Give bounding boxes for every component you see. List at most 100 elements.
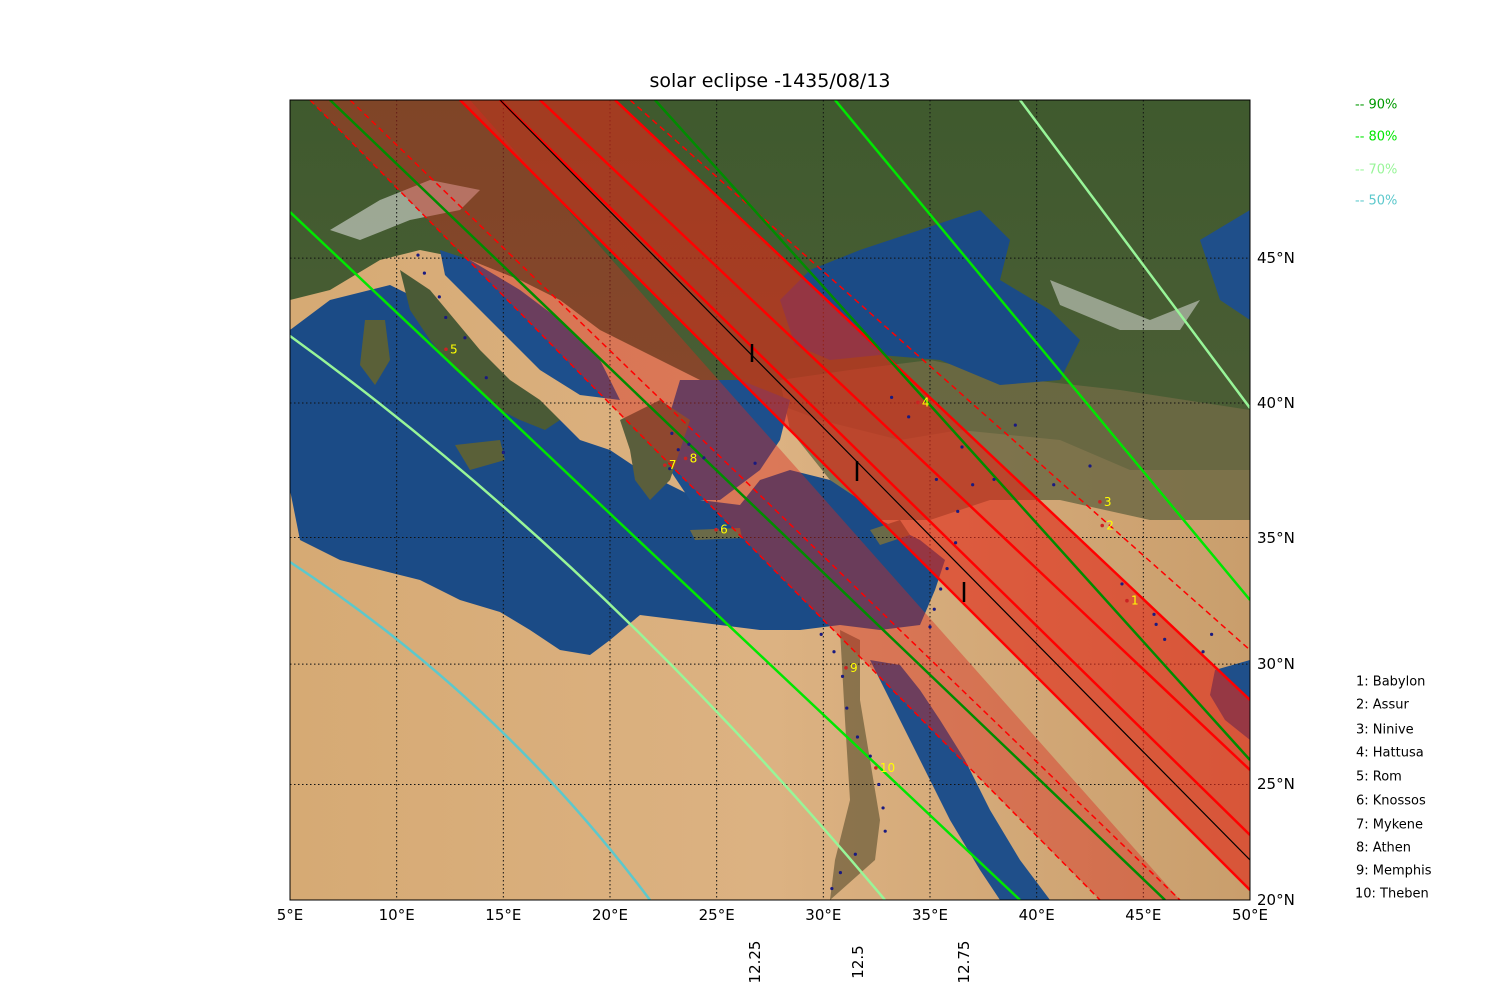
site-legend-4: 4: Hattusa: [1356, 745, 1424, 761]
map-title: solar eclipse -1435/08/13: [649, 70, 891, 92]
town-dot: [702, 456, 706, 460]
site-dot: [916, 400, 920, 405]
site-dot: [1125, 598, 1129, 603]
site-dot: [683, 456, 688, 461]
site-number-10: 10: [880, 761, 895, 775]
band-edge-south-solid: [459, 100, 1250, 891]
town-dot: [907, 415, 911, 419]
caspian-sea: [1200, 210, 1250, 320]
map-area: 1 2 3 4 5 6 7 8 9 10: [290, 100, 1250, 900]
town-dot: [1120, 582, 1124, 586]
site-number-9: 9: [850, 661, 858, 675]
town-dot: [845, 706, 849, 710]
town-dot: [971, 483, 975, 487]
town-dot: [954, 541, 958, 545]
site-number-6: 6: [720, 523, 728, 537]
line-90-south: [329, 100, 1166, 900]
alps-snow: [330, 180, 480, 240]
site-number-7: 7: [669, 458, 677, 472]
town-dot: [1163, 637, 1167, 641]
italy: [400, 270, 560, 430]
town-dot: [956, 509, 960, 513]
penumbra-band: [310, 100, 1180, 900]
town-dot: [1088, 464, 1092, 468]
lon-tick-label: 35°E: [911, 906, 949, 924]
town-dots: [416, 253, 1214, 891]
town-dot: [753, 461, 757, 465]
crete: [690, 528, 742, 540]
time-tick-label: 12.25: [746, 940, 764, 984]
line-80-south: [290, 211, 1021, 900]
site-dot: [874, 766, 878, 770]
town-dot: [932, 607, 936, 611]
site-legend-1: 1: Babylon: [1356, 674, 1426, 690]
lon-tick-label: 50°E: [1231, 906, 1269, 924]
map-border: [289, 99, 1251, 901]
site-legend-8: 8: Athen: [1356, 840, 1412, 856]
town-dot: [960, 445, 964, 449]
site-legend-5: 5: Rom: [1356, 769, 1402, 785]
site-labels: 1 2 3 4 5 6 7 8 9 10: [444, 342, 1139, 775]
site-number-4: 4: [922, 395, 930, 409]
band-edge-north-solid: [614, 100, 1250, 701]
lon-tick-label: 5°E: [276, 906, 304, 924]
lon-tick-label: 10°E: [378, 906, 415, 924]
town-dot: [992, 477, 996, 482]
aegean-sea: [665, 380, 790, 500]
town-dot: [1154, 622, 1158, 626]
legend-70: -- 70%: [1355, 162, 1398, 178]
town-dot: [668, 467, 672, 471]
town-dot: [463, 336, 467, 340]
line-80-north: [834, 100, 1250, 601]
town-dot: [416, 253, 420, 257]
town-dot: [838, 871, 843, 875]
site-dot: [663, 463, 667, 467]
site-dot: [714, 527, 718, 532]
town-dot: [484, 376, 488, 380]
lon-tick-label: 45°E: [1125, 906, 1162, 924]
line-50-south: [290, 560, 651, 900]
lon-tick-label: 40°E: [1018, 906, 1055, 924]
site-dot: [844, 666, 848, 670]
band-edge-dashed-3: [349, 100, 1181, 900]
site-dot: [1098, 499, 1102, 504]
sardinia: [360, 320, 390, 385]
lon-tick-label: 30°E: [805, 906, 842, 924]
red-sea: [870, 660, 1050, 900]
town-dot: [855, 735, 860, 739]
town-dot: [676, 448, 680, 452]
town-dot: [830, 887, 834, 891]
legend-50: -- 50%: [1355, 193, 1398, 209]
town-dot: [1201, 650, 1205, 654]
lat-tick-label: 35°N: [1257, 528, 1295, 547]
town-dot: [422, 271, 426, 275]
sicily: [455, 440, 505, 470]
town-dot: [868, 754, 872, 758]
lon-tick-label: 25°E: [698, 906, 735, 924]
site-number-3: 3: [1104, 495, 1112, 509]
site-dot: [1100, 523, 1105, 528]
town-dot: [883, 829, 887, 833]
site-legend-10: 10: Theben: [1355, 886, 1429, 902]
town-dot: [719, 528, 723, 532]
town-dot: [819, 632, 823, 636]
town-dot: [1013, 423, 1017, 427]
site-legend-7: 7: Mykene: [1356, 817, 1423, 833]
site-number-1: 1: [1131, 594, 1139, 608]
town-dot: [1210, 632, 1214, 636]
legend-90: -- 90%: [1355, 97, 1398, 113]
lon-tick-label: 20°E: [591, 906, 629, 924]
caucasus-snow: [1050, 280, 1200, 330]
line-70-south: [290, 334, 886, 900]
line-70-north: [1018, 100, 1250, 409]
site-legend-6: 6: Knossos: [1356, 793, 1426, 809]
town-dot: [934, 477, 939, 482]
lat-tick-label: 40°N: [1257, 393, 1295, 412]
lat-tick-label: 45°N: [1257, 249, 1295, 268]
lat-tick-label: 30°N: [1257, 655, 1295, 674]
town-dot: [928, 625, 932, 629]
town-dot: [853, 852, 857, 856]
mediterranean-sea: [290, 285, 945, 655]
town-dot: [670, 431, 674, 435]
